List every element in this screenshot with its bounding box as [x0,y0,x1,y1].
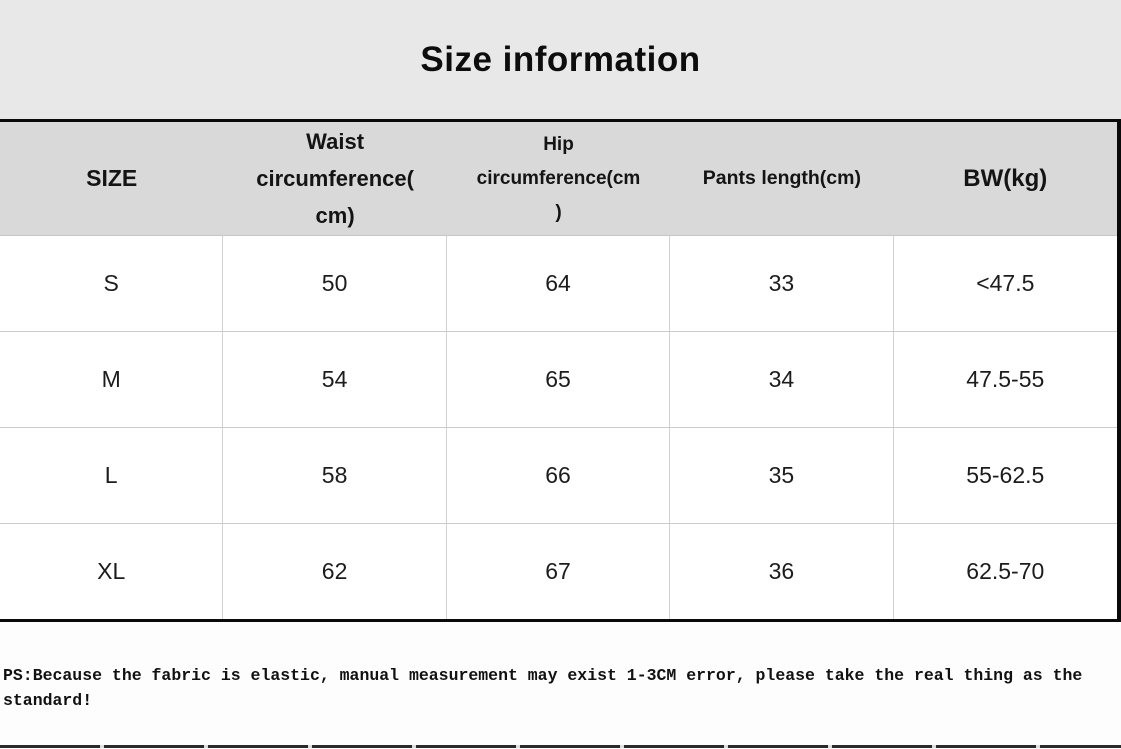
cell-pants: 33 [670,236,894,331]
header-line: ) [555,201,562,223]
column-header-bw: BW(kg) [894,122,1117,235]
cell-pants: 34 [670,332,894,427]
cell-bw: <47.5 [976,270,1035,296]
page-title: Size information [420,39,701,79]
cell-waist: 58 [223,428,447,523]
cell-pants: 35 [670,428,894,523]
table-row-xl: XL 62 67 36 62.5-70 [0,524,1117,619]
cell-size: S [0,236,224,331]
cell-waist: 50 [223,236,447,331]
cell-size: M [0,332,224,427]
header-line: circumference(cm [476,167,641,189]
cell-hip: 66 [447,428,671,523]
cell-hip: 65 [447,332,671,427]
cell-hip: 64 [447,236,671,331]
cell-hip: 67 [447,524,671,619]
header-line: cm) [315,203,355,228]
column-header-size: SIZE [0,122,223,235]
table-row-s: S 50 64 33 <47.5 [0,236,1117,332]
note-line: PS:Because the fabric is elastic, manual… [3,666,1083,685]
cell-bw: 55-62.5 [966,462,1045,488]
column-header-pants-length: Pants length(cm) [670,122,893,235]
cell-waist: 62 [223,524,447,619]
header-line: SIZE [86,165,138,191]
header-line: Pants length(cm) [702,167,861,189]
column-header-waist: Waist circumference( cm) [223,122,446,235]
header-line: Waist [306,129,365,154]
cell-bw: 62.5-70 [966,558,1045,584]
table-row-l: L 58 66 35 55-62.5 [0,428,1117,524]
header-line: Hip [543,133,574,155]
cell-pants: 36 [670,524,894,619]
size-table: SIZE Waist circumference( cm) Hip circum… [0,119,1121,622]
table-row-m: M 54 65 34 47.5-55 [0,332,1117,428]
note-area: PS:Because the fabric is elastic, manual… [0,622,1121,749]
header-line: BW(kg) [963,164,1048,192]
note-line: standard! [3,691,93,710]
cell-size: L [0,428,224,523]
cell-size: XL [0,524,224,619]
cell-bw: 47.5-55 [966,366,1045,392]
table-header-row: SIZE Waist circumference( cm) Hip circum… [0,122,1117,236]
bottom-divider [0,745,1121,748]
cell-waist: 54 [223,332,447,427]
title-band: Size information [0,0,1121,119]
column-header-hip: Hip circumference(cm ) [447,122,670,235]
header-line: circumference( [256,166,414,191]
